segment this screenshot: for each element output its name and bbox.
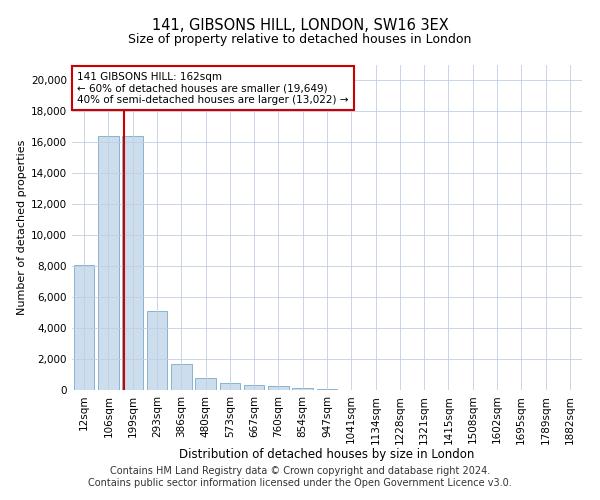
Text: 141 GIBSONS HILL: 162sqm
← 60% of detached houses are smaller (19,649)
40% of se: 141 GIBSONS HILL: 162sqm ← 60% of detach… xyxy=(77,72,349,104)
Bar xyxy=(98,136,119,390)
Bar xyxy=(195,378,216,390)
Text: Size of property relative to detached houses in London: Size of property relative to detached ho… xyxy=(128,32,472,46)
Bar xyxy=(171,364,191,390)
Y-axis label: Number of detached properties: Number of detached properties xyxy=(17,140,27,315)
Text: Contains public sector information licensed under the Open Government Licence v3: Contains public sector information licen… xyxy=(88,478,512,488)
Bar xyxy=(317,389,337,390)
Bar xyxy=(244,385,265,390)
Bar xyxy=(122,136,143,390)
Bar xyxy=(220,382,240,390)
Text: Contains HM Land Registry data © Crown copyright and database right 2024.: Contains HM Land Registry data © Crown c… xyxy=(110,466,490,476)
Bar xyxy=(268,386,289,390)
X-axis label: Distribution of detached houses by size in London: Distribution of detached houses by size … xyxy=(179,448,475,461)
Text: 141, GIBSONS HILL, LONDON, SW16 3EX: 141, GIBSONS HILL, LONDON, SW16 3EX xyxy=(152,18,448,32)
Bar xyxy=(74,266,94,390)
Bar xyxy=(146,311,167,390)
Bar xyxy=(292,388,313,390)
